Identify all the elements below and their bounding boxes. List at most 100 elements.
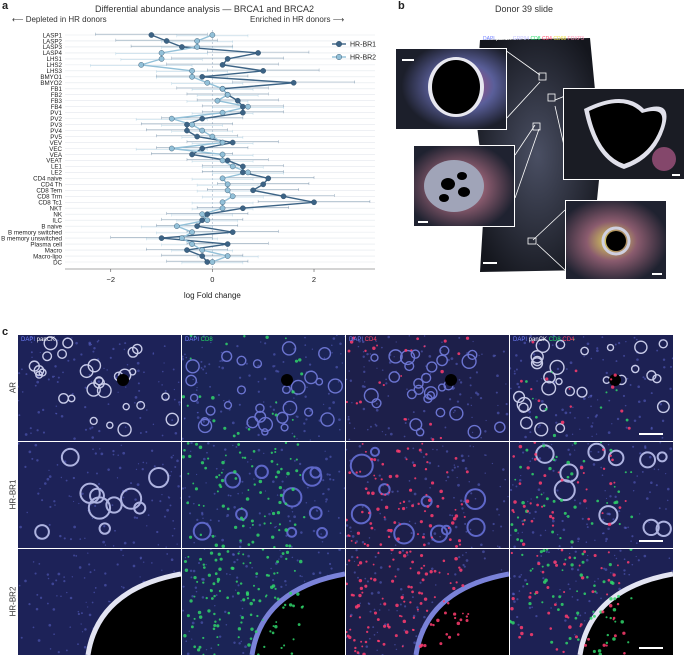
category-label: PV5	[50, 134, 62, 141]
slide-inset-3	[413, 145, 515, 227]
data-point	[224, 181, 231, 188]
scale-bar	[639, 540, 663, 542]
category-label: Macro-lipo	[33, 253, 62, 260]
data-point	[199, 145, 206, 152]
channel-label: DAPI	[185, 337, 200, 343]
category-label: Macro	[45, 247, 63, 254]
data-point	[240, 109, 246, 116]
data-point	[219, 157, 226, 164]
data-point	[240, 169, 246, 176]
x-tick-label: 0	[210, 275, 214, 284]
micrograph-tile	[182, 442, 345, 548]
micrograph-tile	[510, 549, 673, 655]
channel-label: DAPI	[483, 36, 495, 42]
data-point	[224, 56, 231, 62]
data-point	[219, 62, 226, 68]
slide-channel-legend: DAPI panCK GRP94 CD8 CD4 CD68 FOXP3	[483, 36, 584, 42]
slide-inset-4	[565, 200, 667, 280]
category-label: CD8 Tem	[36, 188, 62, 195]
category-label: CD4 naive	[33, 176, 62, 183]
data-point	[219, 175, 226, 182]
scale-bar	[639, 433, 663, 435]
legend-marker	[336, 41, 343, 48]
data-point	[184, 121, 190, 128]
data-point	[219, 205, 226, 212]
category-label: LASP1	[43, 32, 63, 39]
channel-label: CD4	[541, 36, 553, 42]
data-point	[204, 217, 211, 223]
data-point	[189, 229, 195, 235]
data-point	[255, 50, 261, 56]
data-point	[219, 151, 226, 158]
data-point	[158, 56, 165, 62]
data-point	[179, 44, 185, 50]
slide-overview: DAPI panCK GRP94 CD8 CD4 CD68 FOXP3	[395, 30, 685, 280]
data-point	[229, 163, 236, 170]
data-point	[199, 217, 206, 223]
data-point	[240, 103, 246, 110]
panel-a-title: Differential abundance analysis — BRCA1 …	[95, 4, 314, 14]
micrograph-tile: DAPI panCK	[18, 335, 181, 441]
column-channel-label: DAPI CD4	[349, 337, 377, 343]
data-point	[199, 247, 206, 253]
slide-inset-2	[563, 88, 685, 180]
channel-label: panCK	[527, 337, 548, 343]
depleted-text: Depleted in HR donors	[25, 15, 107, 24]
category-label: PV3	[50, 122, 62, 129]
legend-label: HR-BR1	[350, 42, 376, 49]
micrograph-tile	[510, 442, 673, 548]
category-label: VEAT	[46, 158, 62, 165]
category-label: LE1	[51, 164, 63, 171]
panel-a-chart: LASP1LASP2LASP3LASP4LHS1LHS2LHS3BMYO1BMY…	[1, 30, 376, 300]
data-point	[209, 259, 216, 265]
data-point	[199, 74, 206, 80]
category-label: CD8 Tc1	[38, 200, 62, 207]
category-label: LE2	[51, 170, 63, 177]
category-label: CD4 Th	[41, 182, 63, 189]
category-label: LHS1	[47, 56, 63, 63]
row-label: HR-BR1	[8, 479, 18, 510]
data-point	[245, 103, 251, 110]
data-point	[189, 68, 195, 74]
slide-inset-1	[395, 48, 507, 130]
micrograph-tile: DAPI CD8	[182, 335, 345, 441]
channel-label: DAPI	[513, 337, 528, 343]
row-label: AR	[8, 381, 18, 394]
channel-label: FOXP3	[566, 36, 584, 42]
category-label: FB1	[51, 86, 63, 93]
data-point	[209, 133, 216, 140]
category-label: Plasma cell	[30, 241, 62, 248]
data-point	[265, 175, 272, 182]
column-channel-label: DAPI panCK	[21, 337, 55, 343]
legend-label: HR-BR2	[350, 55, 376, 62]
channel-label: CD68	[552, 36, 566, 42]
micrograph-tile: DAPI panCK CD8 CD4	[510, 335, 673, 441]
data-point	[194, 133, 200, 140]
panel-label-a: a	[2, 0, 9, 12]
channel-label: panCK	[495, 36, 512, 42]
channel-label: DAPI	[349, 337, 364, 343]
category-label: B memory unswitched	[1, 235, 62, 242]
category-label: ILC	[52, 217, 62, 224]
category-label: BMYO1	[40, 74, 62, 81]
data-point	[229, 229, 236, 235]
category-label: LHS3	[47, 68, 63, 75]
channel-label: GRP94	[511, 36, 529, 42]
category-label: FB4	[51, 104, 63, 111]
scale-bar	[639, 647, 663, 649]
micrograph-tile	[18, 549, 181, 655]
data-point	[148, 32, 155, 38]
data-point	[209, 32, 216, 38]
category-label: LASP3	[43, 44, 63, 51]
data-point	[224, 91, 231, 98]
column-channel-label: DAPI CD8	[185, 337, 213, 343]
category-label: PV1	[50, 110, 62, 117]
channel-label: CD8	[529, 36, 541, 42]
x-tick-label: 2	[312, 275, 316, 284]
category-label: VEV	[50, 140, 63, 147]
category-label: BMYO2	[40, 80, 62, 87]
x-tick-label: −2	[106, 275, 115, 284]
category-label: B memory switched	[8, 229, 63, 236]
data-point	[219, 85, 226, 92]
data-point	[229, 139, 236, 146]
